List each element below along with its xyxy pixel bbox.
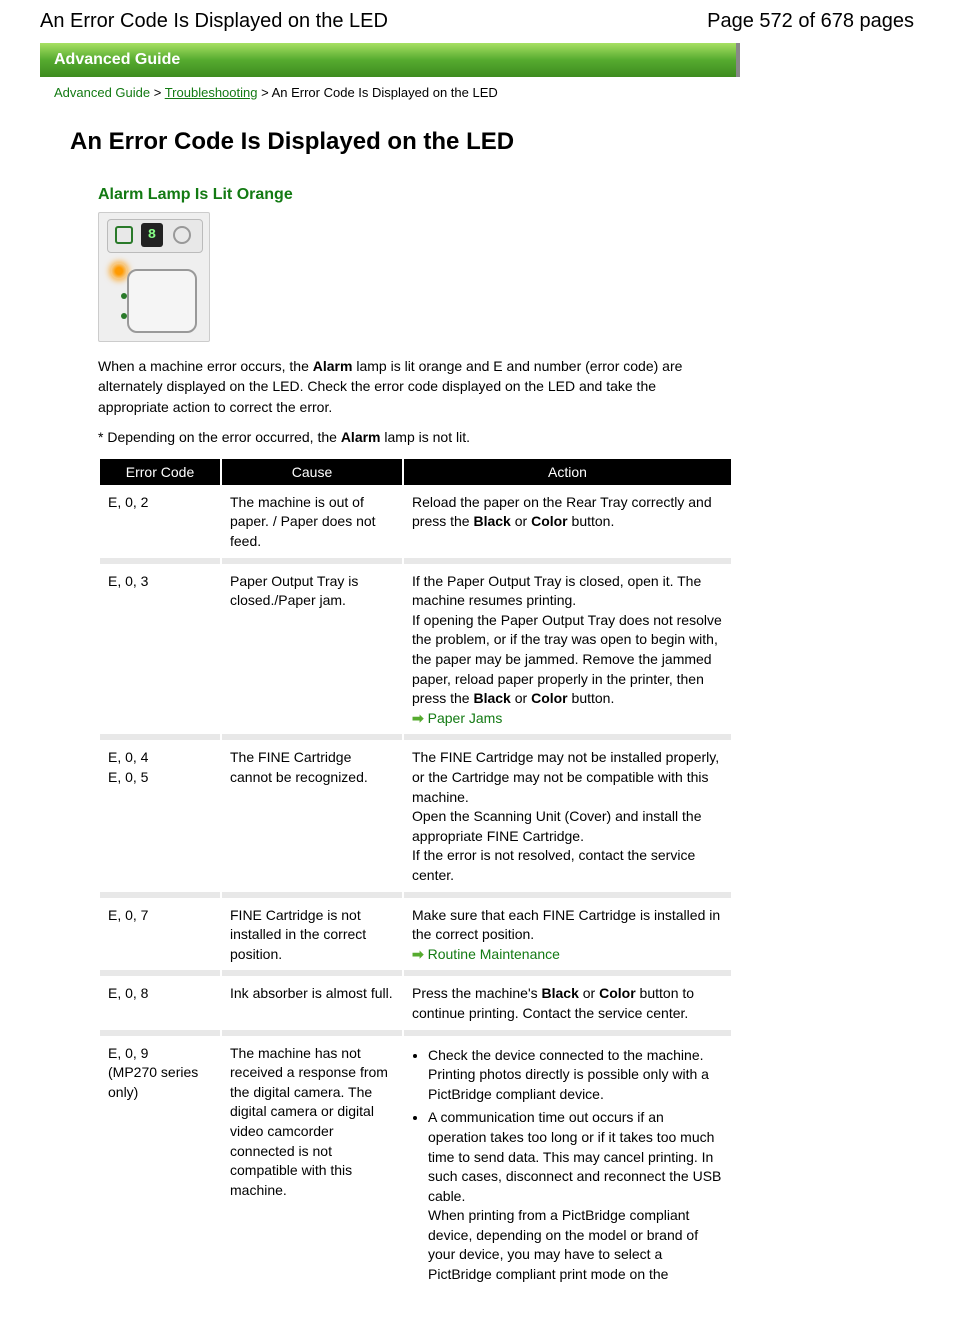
- breadcrumb-sep: >: [261, 85, 272, 100]
- cell-code: E, 0, 7: [100, 900, 220, 977]
- breadcrumb-sep: >: [154, 85, 165, 100]
- cell-code: E, 0, 8: [100, 978, 220, 1035]
- intro-text: When a machine error occurs, the: [98, 358, 313, 374]
- th-cause: Cause: [222, 459, 402, 485]
- table-row: E, 0, 4 E, 0, 5 The FINE Cartridge canno…: [100, 742, 731, 897]
- breadcrumb-current: An Error Code Is Displayed on the LED: [272, 85, 498, 100]
- list-item: Check the device connected to the machin…: [428, 1046, 723, 1105]
- guide-banner: Advanced Guide: [40, 43, 740, 77]
- cell-action: The FINE Cartridge may not be installed …: [404, 742, 731, 897]
- main-content: An Error Code Is Displayed on the LED Al…: [40, 128, 760, 1297]
- alarm-illustration: 8: [98, 212, 210, 342]
- intro-bold: Alarm: [313, 358, 353, 374]
- note-text: * Depending on the error occurred, the: [98, 429, 341, 445]
- arrow-icon: ➡: [412, 710, 424, 726]
- cell-cause: Ink absorber is almost full.: [222, 978, 402, 1035]
- cell-code: E, 0, 9 (MP270 series only): [100, 1038, 220, 1295]
- page-number: Page 572 of 678 pages: [707, 10, 914, 33]
- table-row: E, 0, 7 FINE Cartridge is not installed …: [100, 900, 731, 977]
- table-row: E, 0, 8 Ink absorber is almost full. Pre…: [100, 978, 731, 1035]
- cell-action: Reload the paper on the Rear Tray correc…: [404, 487, 731, 564]
- table-row: E, 0, 3 Paper Output Tray is closed./Pap…: [100, 566, 731, 741]
- cell-code: E, 0, 3: [100, 566, 220, 741]
- top-header: An Error Code Is Displayed on the LED Pa…: [40, 10, 914, 33]
- error-code-table: Error Code Cause Action E, 0, 2 The mach…: [98, 457, 733, 1297]
- list-item: A communication time out occurs if an op…: [428, 1108, 723, 1284]
- paper-jams-link[interactable]: Paper Jams: [428, 710, 503, 726]
- illus-printer-body: [127, 269, 197, 333]
- breadcrumb: Advanced Guide > Troubleshooting > An Er…: [40, 81, 914, 110]
- arrow-icon: ➡: [412, 946, 424, 962]
- breadcrumb-troubleshooting-link[interactable]: Troubleshooting: [165, 85, 258, 100]
- illus-power-icon: [115, 226, 133, 244]
- cell-cause: FINE Cartridge is not installed in the c…: [222, 900, 402, 977]
- cell-action: Make sure that each FINE Cartridge is in…: [404, 900, 731, 977]
- top-title: An Error Code Is Displayed on the LED: [40, 10, 388, 33]
- cell-code: E, 0, 4 E, 0, 5: [100, 742, 220, 897]
- cell-cause: Paper Output Tray is closed./Paper jam.: [222, 566, 402, 741]
- page-title: An Error Code Is Displayed on the LED: [70, 128, 730, 156]
- cell-action: Check the device connected to the machin…: [404, 1038, 731, 1295]
- cell-cause: The machine is out of paper. / Paper doe…: [222, 487, 402, 564]
- illus-alarm-lamp: [111, 263, 127, 279]
- th-error-code: Error Code: [100, 459, 220, 485]
- th-action: Action: [404, 459, 731, 485]
- cell-action: If the Paper Output Tray is closed, open…: [404, 566, 731, 741]
- note-bold: Alarm: [341, 429, 381, 445]
- cell-cause: The FINE Cartridge cannot be recognized.: [222, 742, 402, 897]
- routine-maintenance-link[interactable]: Routine Maintenance: [428, 946, 560, 962]
- section-subtitle: Alarm Lamp Is Lit Orange: [98, 186, 730, 204]
- illus-led-display: 8: [141, 223, 163, 247]
- note-text: lamp is not lit.: [381, 429, 470, 445]
- table-row: E, 0, 9 (MP270 series only) The machine …: [100, 1038, 731, 1295]
- intro-paragraph: When a machine error occurs, the Alarm l…: [98, 356, 730, 417]
- cell-action: Press the machine's Black or Color butto…: [404, 978, 731, 1035]
- table-row: E, 0, 2 The machine is out of paper. / P…: [100, 487, 731, 564]
- cell-code: E, 0, 2: [100, 487, 220, 564]
- intro-note: * Depending on the error occurred, the A…: [98, 429, 730, 445]
- illus-button-icon: [173, 226, 191, 244]
- breadcrumb-root-link[interactable]: Advanced Guide: [54, 85, 150, 100]
- cell-cause: The machine has not received a response …: [222, 1038, 402, 1295]
